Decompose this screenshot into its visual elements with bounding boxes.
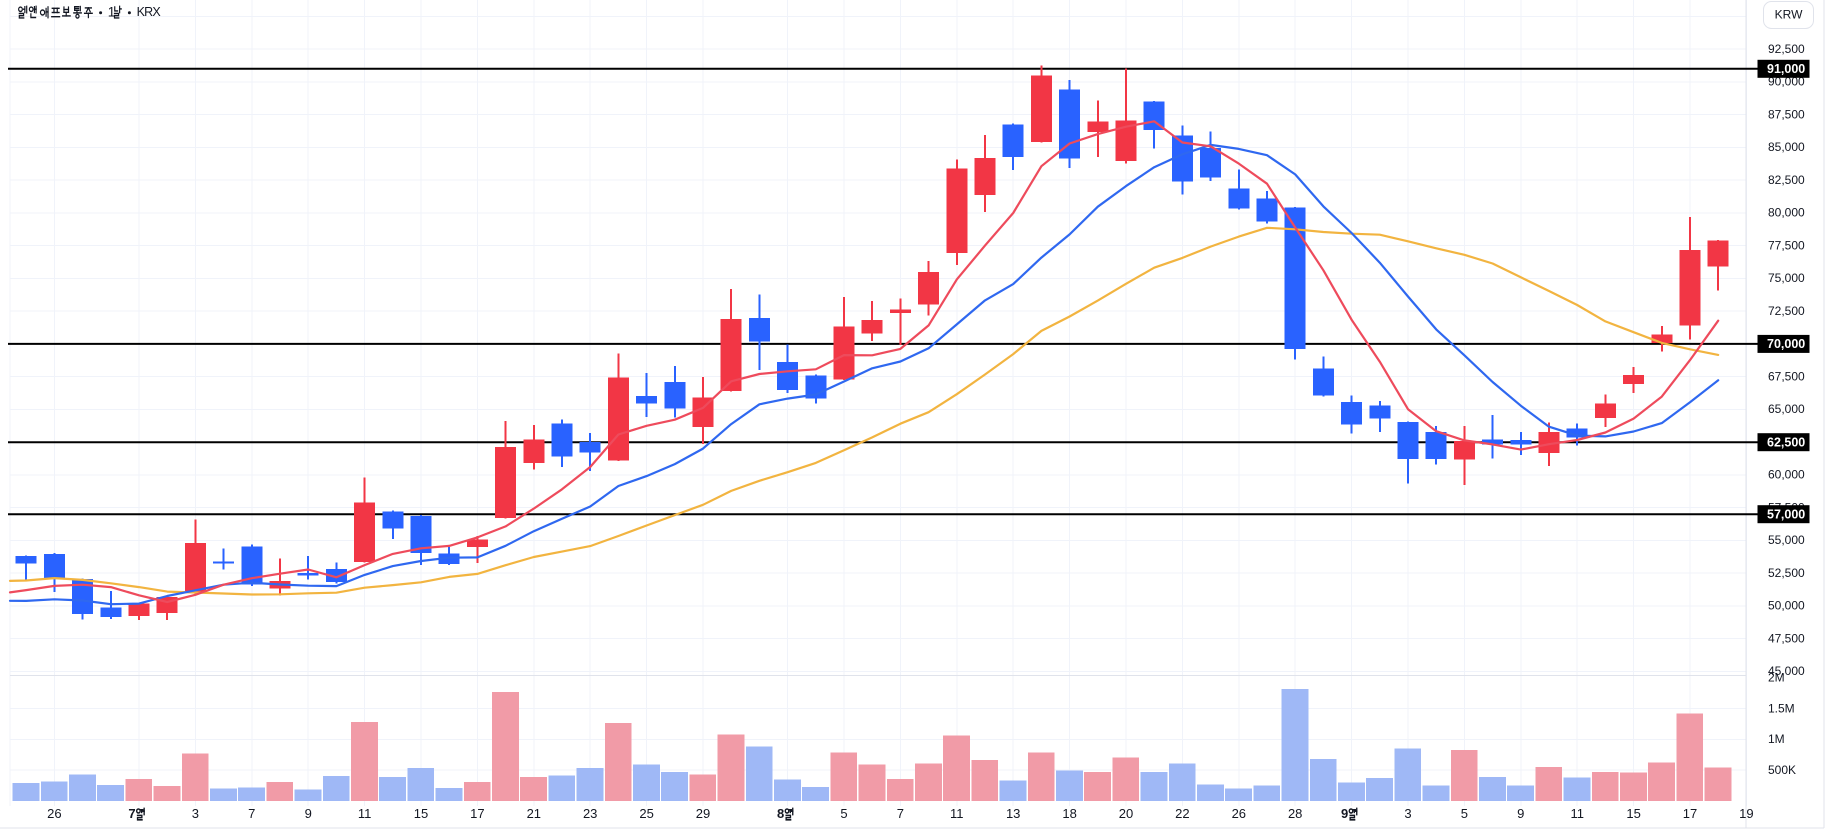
svg-text:19: 19: [1739, 806, 1753, 821]
svg-text:77,500: 77,500: [1768, 238, 1805, 252]
svg-text:15: 15: [414, 806, 428, 821]
svg-text:11: 11: [358, 806, 372, 821]
svg-text:3: 3: [1404, 806, 1411, 821]
svg-text:18: 18: [1062, 806, 1076, 821]
svg-text:3: 3: [192, 806, 199, 821]
svg-text:20: 20: [1119, 806, 1133, 821]
svg-text:60,000: 60,000: [1768, 468, 1805, 482]
svg-text:52,500: 52,500: [1768, 566, 1805, 580]
svg-text:70,000: 70,000: [1767, 337, 1805, 351]
svg-text:2M: 2M: [1768, 670, 1785, 684]
svg-text:91,000: 91,000: [1767, 62, 1805, 76]
svg-text:21: 21: [527, 806, 541, 821]
svg-text:9: 9: [1341, 806, 1348, 821]
svg-text:22: 22: [1175, 806, 1189, 821]
svg-text:23: 23: [583, 806, 597, 821]
svg-text:KRX: KRX: [137, 5, 162, 19]
svg-text:28: 28: [1288, 806, 1302, 821]
svg-text:8: 8: [777, 806, 784, 821]
svg-text:7: 7: [897, 806, 904, 821]
svg-text:17: 17: [470, 806, 484, 821]
svg-text:1: 1: [108, 4, 116, 19]
svg-text:KRW: KRW: [1775, 8, 1803, 22]
svg-text:47,500: 47,500: [1768, 631, 1805, 645]
svg-text:11: 11: [1570, 806, 1584, 821]
svg-text:9: 9: [305, 806, 312, 821]
svg-text:9: 9: [1517, 806, 1524, 821]
svg-text:92,500: 92,500: [1768, 42, 1805, 56]
svg-text:87,500: 87,500: [1768, 107, 1805, 121]
svg-text:7: 7: [128, 806, 135, 821]
svg-text:5: 5: [840, 806, 847, 821]
svg-text:1.5M: 1.5M: [1768, 701, 1795, 715]
svg-text:57,000: 57,000: [1767, 507, 1805, 521]
svg-text:13: 13: [1006, 806, 1020, 821]
svg-text:29: 29: [696, 806, 710, 821]
svg-text:25: 25: [639, 806, 653, 821]
svg-text:1M: 1M: [1768, 732, 1785, 746]
svg-text:55,000: 55,000: [1768, 533, 1805, 547]
svg-text:65,000: 65,000: [1768, 402, 1805, 416]
svg-text:82,500: 82,500: [1768, 173, 1805, 187]
svg-text:72,500: 72,500: [1768, 304, 1805, 318]
svg-text:5: 5: [1461, 806, 1468, 821]
svg-text:17: 17: [1683, 806, 1697, 821]
svg-text:26: 26: [47, 806, 61, 821]
svg-text:85,000: 85,000: [1768, 140, 1805, 154]
svg-text:26: 26: [1232, 806, 1246, 821]
svg-text:50,000: 50,000: [1768, 599, 1805, 613]
svg-text:80,000: 80,000: [1768, 206, 1805, 220]
svg-text:45,000: 45,000: [1768, 664, 1805, 678]
svg-text:62,500: 62,500: [1767, 435, 1805, 449]
svg-text:67,500: 67,500: [1768, 369, 1805, 383]
svg-text:75,000: 75,000: [1768, 271, 1805, 285]
svg-text:500K: 500K: [1768, 763, 1796, 777]
svg-text:7: 7: [248, 806, 255, 821]
svg-text:90,000: 90,000: [1768, 75, 1805, 89]
svg-text:15: 15: [1626, 806, 1640, 821]
svg-text:11: 11: [950, 806, 964, 821]
